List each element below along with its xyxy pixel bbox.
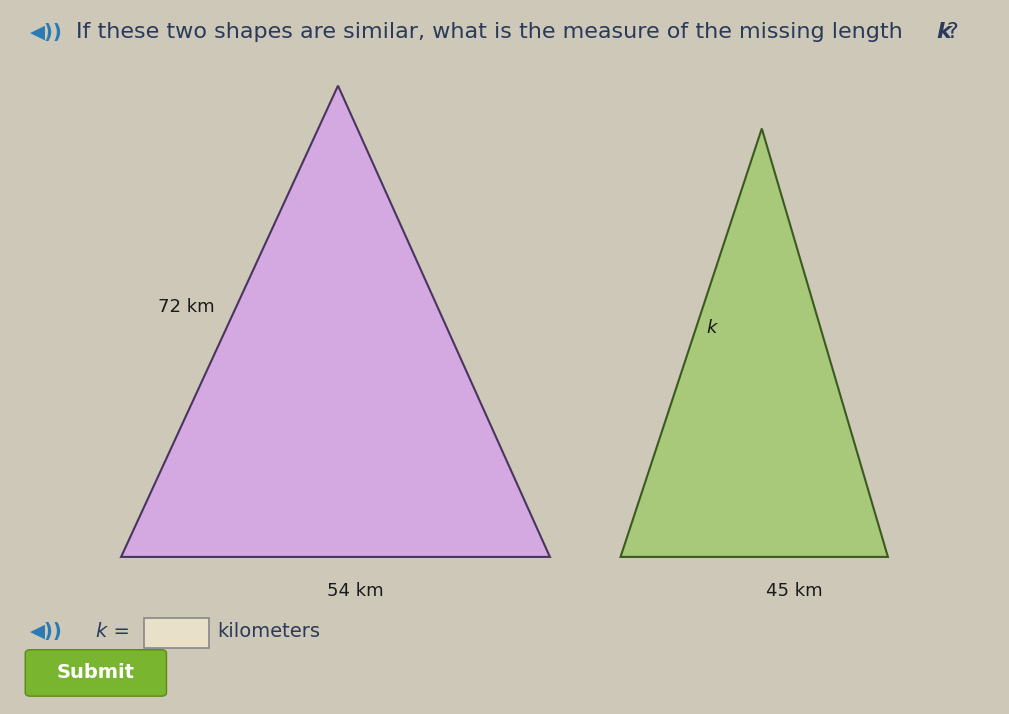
Text: ◀)): ◀)) <box>30 23 63 41</box>
FancyBboxPatch shape <box>25 650 166 696</box>
Text: 72 km: 72 km <box>157 298 215 316</box>
Text: k =: k = <box>96 623 130 641</box>
Text: 54 km: 54 km <box>327 582 384 600</box>
Polygon shape <box>621 129 888 557</box>
Polygon shape <box>121 86 550 557</box>
Text: If these two shapes are similar, what is the measure of the missing length: If these two shapes are similar, what is… <box>76 22 909 42</box>
Text: kilometers: kilometers <box>217 623 320 641</box>
Text: ?: ? <box>946 22 959 42</box>
Text: ◀)): ◀)) <box>30 623 63 641</box>
FancyBboxPatch shape <box>144 618 209 648</box>
Text: k: k <box>936 22 951 42</box>
Text: Submit: Submit <box>57 663 135 682</box>
Text: k: k <box>706 319 716 338</box>
Text: 45 km: 45 km <box>766 582 823 600</box>
